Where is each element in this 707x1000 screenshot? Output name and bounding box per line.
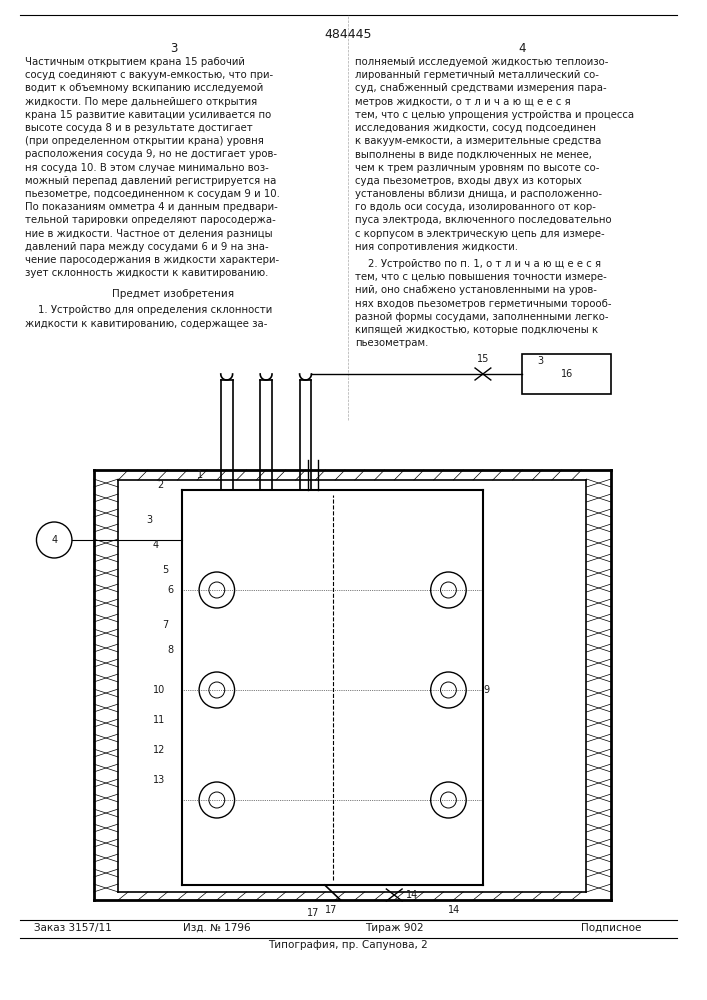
Text: 9: 9 <box>483 685 489 695</box>
Text: По показаниям омметра 4 и данным предвари-: По показаниям омметра 4 и данным предвар… <box>25 202 277 212</box>
Text: Заказ 3157/11: Заказ 3157/11 <box>35 923 112 933</box>
Text: 16: 16 <box>561 369 573 379</box>
Text: суд, снабженный средствами измерения пара-: суд, снабженный средствами измерения пар… <box>355 83 607 93</box>
Text: чем к трем различным уровням по высоте со-: чем к трем различным уровням по высоте с… <box>355 163 599 173</box>
Text: 17: 17 <box>325 905 338 915</box>
Text: водит к объемному вскипанию исследуемой: водит к объемному вскипанию исследуемой <box>25 83 263 93</box>
Text: 4: 4 <box>153 540 159 550</box>
Text: тельной тарировки определяют паросодержа-: тельной тарировки определяют паросодержа… <box>25 215 276 225</box>
Text: 3: 3 <box>146 515 152 525</box>
Text: зует склонность жидкости к кавитированию.: зует склонность жидкости к кавитированию… <box>25 268 268 278</box>
Text: 11: 11 <box>153 715 165 725</box>
Text: давлений пара между сосудами 6 и 9 на зна-: давлений пара между сосудами 6 и 9 на зн… <box>25 242 268 252</box>
Text: Изд. № 1796: Изд. № 1796 <box>183 923 251 933</box>
Text: 4: 4 <box>51 535 57 545</box>
Text: 2. Устройство по п. 1, о т л и ч а ю щ е е с я: 2. Устройство по п. 1, о т л и ч а ю щ е… <box>355 259 601 269</box>
Text: Предмет изобретения: Предмет изобретения <box>112 289 235 299</box>
Text: 7: 7 <box>163 620 169 630</box>
Text: Подписное: Подписное <box>581 923 641 933</box>
Text: жидкости к кавитированию, содержащее за-: жидкости к кавитированию, содержащее за- <box>25 319 267 329</box>
Text: суда пьезометров, входы двух из которых: суда пьезометров, входы двух из которых <box>355 176 582 186</box>
Text: пуса электрода, включенного последовательно: пуса электрода, включенного последовател… <box>355 215 612 225</box>
Text: ние в жидкости. Частное от деления разницы: ние в жидкости. Частное от деления разни… <box>25 229 272 239</box>
Text: нях входов пьезометров герметичными торооб-: нях входов пьезометров герметичными торо… <box>355 299 612 309</box>
Text: с корпусом в электрическую цепь для измере-: с корпусом в электрическую цепь для изме… <box>355 229 604 239</box>
Text: 6: 6 <box>168 585 174 595</box>
Text: (при определенном открытии крана) уровня: (при определенном открытии крана) уровня <box>25 136 264 146</box>
Text: установлены вблизи днища, и расположенно-: установлены вблизи днища, и расположенно… <box>355 189 602 199</box>
Text: 484445: 484445 <box>324 28 372 41</box>
Text: исследования жидкости, сосуд подсоединен: исследования жидкости, сосуд подсоединен <box>355 123 596 133</box>
Text: 10: 10 <box>153 685 165 695</box>
Text: ния сопротивления жидкости.: ния сопротивления жидкости. <box>355 242 518 252</box>
Text: 13: 13 <box>153 775 165 785</box>
Text: полняемый исследуемой жидкостью теплоизо-: полняемый исследуемой жидкостью теплоизо… <box>355 57 608 67</box>
Text: 14: 14 <box>406 890 419 900</box>
Text: 4: 4 <box>519 42 526 55</box>
Text: Частичным открытием крана 15 рабочий: Частичным открытием крана 15 рабочий <box>25 57 245 67</box>
Text: 8: 8 <box>168 645 174 655</box>
Text: ня сосуда 10. В этом случае минимально воз-: ня сосуда 10. В этом случае минимально в… <box>25 163 269 173</box>
Text: можный перепад давлений регистрируется на: можный перепад давлений регистрируется н… <box>25 176 276 186</box>
Text: кипящей жидкостью, которые подключены к: кипящей жидкостью, которые подключены к <box>355 325 598 335</box>
Text: выполнены в виде подключенных не менее,: выполнены в виде подключенных не менее, <box>355 149 592 159</box>
Text: 1. Устройство для определения склонности: 1. Устройство для определения склонности <box>25 305 272 315</box>
Text: 3: 3 <box>537 356 543 366</box>
Bar <box>522 354 611 394</box>
Text: пьезометрам.: пьезометрам. <box>355 338 428 348</box>
Text: 2: 2 <box>158 480 164 490</box>
Text: 5: 5 <box>163 565 169 575</box>
Text: 12: 12 <box>153 745 165 755</box>
Text: к вакуум-емкости, а измерительные средства: к вакуум-емкости, а измерительные средст… <box>355 136 601 146</box>
Text: Тираж 902: Тираж 902 <box>365 923 423 933</box>
Text: пьезометре, подсоединенном к сосудам 9 и 10.: пьезометре, подсоединенном к сосудам 9 и… <box>25 189 279 199</box>
Text: крана 15 развитие кавитации усиливается по: крана 15 развитие кавитации усиливается … <box>25 110 271 120</box>
Text: разной формы сосудами, заполненными легко-: разной формы сосудами, заполненными легк… <box>355 312 608 322</box>
Text: 3: 3 <box>170 42 177 55</box>
Text: метров жидкости, о т л и ч а ю щ е е с я: метров жидкости, о т л и ч а ю щ е е с я <box>355 97 571 107</box>
Text: го вдоль оси сосуда, изолированного от кор-: го вдоль оси сосуда, изолированного от к… <box>355 202 596 212</box>
Text: Типография, пр. Сапунова, 2: Типография, пр. Сапунова, 2 <box>268 940 428 950</box>
Text: чение паросодержания в жидкости характери-: чение паросодержания в жидкости характер… <box>25 255 279 265</box>
Text: ний, оно снабжено установленными на уров-: ний, оно снабжено установленными на уров… <box>355 285 597 295</box>
Text: тем, что с целью повышения точности измере-: тем, что с целью повышения точности изме… <box>355 272 607 282</box>
Text: 17: 17 <box>307 908 319 918</box>
Text: сосуд соединяют с вакуум-емкостью, что при-: сосуд соединяют с вакуум-емкостью, что п… <box>25 70 273 80</box>
Text: лированный герметичный металлический со-: лированный герметичный металлический со- <box>355 70 599 80</box>
Text: высоте сосуда 8 и в результате достигает: высоте сосуда 8 и в результате достигает <box>25 123 252 133</box>
Text: 1: 1 <box>197 470 203 480</box>
Text: расположения сосуда 9, но не достигает уров-: расположения сосуда 9, но не достигает у… <box>25 149 276 159</box>
Text: тем, что с целью упрощения устройства и процесса: тем, что с целью упрощения устройства и … <box>355 110 634 120</box>
Text: 15: 15 <box>477 354 489 364</box>
Text: 14: 14 <box>448 905 461 915</box>
Text: жидкости. По мере дальнейшего открытия: жидкости. По мере дальнейшего открытия <box>25 97 257 107</box>
